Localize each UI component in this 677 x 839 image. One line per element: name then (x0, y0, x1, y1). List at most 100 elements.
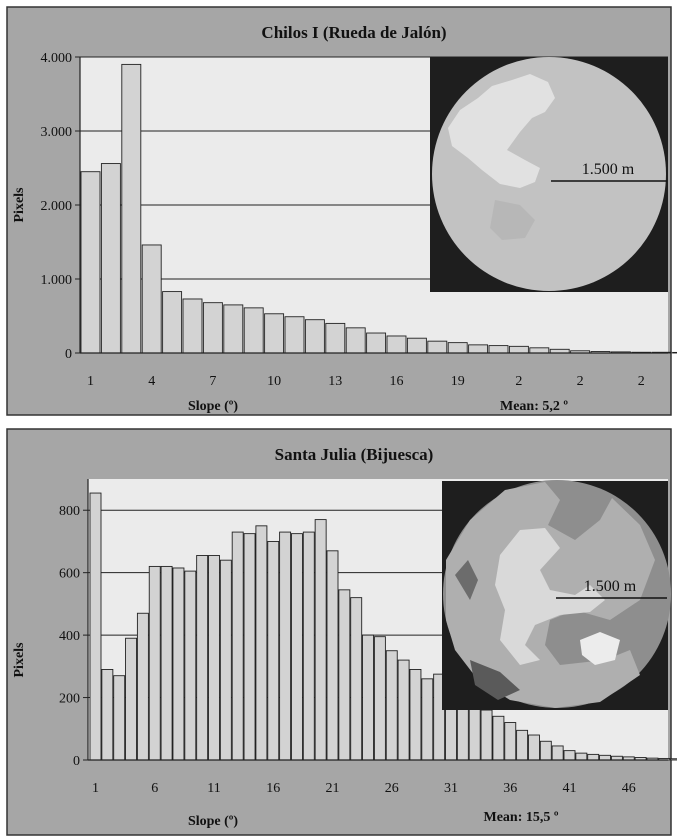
bar (267, 540, 280, 761)
bar (172, 567, 185, 761)
bar (409, 669, 422, 761)
bar (243, 533, 256, 761)
bar (101, 669, 114, 761)
y-tick-label: 4.000 (41, 51, 73, 66)
y-tick-label: 600 (59, 567, 80, 582)
bar (162, 291, 183, 354)
y-tick-label: 200 (59, 692, 80, 707)
bar (508, 345, 529, 354)
bar (304, 319, 325, 354)
bar (587, 753, 600, 761)
bar (302, 531, 315, 761)
bars (89, 492, 677, 761)
bar (243, 307, 264, 354)
bar (468, 344, 489, 354)
x-tick-label: 2 (577, 374, 584, 389)
bar (113, 675, 126, 761)
bar (121, 63, 142, 354)
bar (362, 634, 374, 761)
bar (492, 715, 505, 761)
x-tick-label: 4 (148, 374, 155, 389)
bar (528, 734, 540, 761)
x-tick-label: 31 (444, 781, 458, 796)
bar (516, 729, 529, 761)
bar (672, 351, 677, 354)
inset-map: 1.500 m (430, 57, 668, 292)
bar (196, 555, 209, 761)
bar (599, 754, 611, 761)
map-terrain-light (448, 74, 555, 188)
y-tick-label: 2.000 (41, 199, 73, 214)
map-terrain-lightest (580, 632, 620, 665)
x-tick-label: 7 (209, 374, 216, 389)
scale-label: 1.500 m (584, 578, 637, 595)
y-tick-label: 3.000 (41, 125, 73, 140)
bar (208, 555, 220, 761)
bar (184, 570, 197, 761)
x-tick-label: 41 (563, 781, 577, 796)
mean-label: Mean: 15,5 º (484, 810, 559, 825)
map-terrain-light (495, 528, 605, 665)
bar (338, 589, 351, 761)
x-tick-labels: 1471013161922231 (87, 374, 645, 389)
bar (326, 550, 339, 761)
bar (255, 525, 268, 761)
map-terrain-dark (470, 660, 520, 700)
bar (223, 304, 244, 354)
x-axis-label: Slope (º) (188, 814, 238, 829)
x-tick-label: 10 (267, 374, 281, 389)
x-tick-label: 16 (266, 781, 280, 796)
y-tick-label: 0 (65, 347, 72, 362)
x-axis-label: Slope (º) (188, 399, 238, 414)
x-tick-label: 19 (451, 374, 465, 389)
chart-title: Santa Julia (Bijuesca) (275, 445, 434, 464)
y-axis-label: Pixels (12, 187, 27, 223)
bar (480, 709, 493, 761)
map-terrain-dark (455, 560, 478, 600)
mean-label: Mean: 5,2 º (500, 399, 568, 414)
bar (182, 298, 203, 354)
x-tick-label: 2 (515, 374, 522, 389)
bar (136, 612, 149, 761)
y-axis-label: Pixels (12, 642, 27, 678)
chart-chilos: Chilos I (Rueda de Jalón) 0 1.000 2.000 3.0… (6, 6, 677, 416)
bar (373, 636, 386, 761)
y-tick-labels: 0 1.000 2.000 3.000 4.000 (41, 51, 80, 362)
y-tick-label: 400 (59, 629, 80, 644)
bar (314, 519, 327, 761)
bar (291, 533, 303, 761)
y-tick-label: 800 (59, 504, 80, 519)
y-tick-label: 1.000 (41, 273, 73, 288)
x-tick-label: 16 (390, 374, 404, 389)
x-tick-label: 21 (326, 781, 340, 796)
x-tick-label: 6 (151, 781, 158, 796)
bar (231, 531, 244, 761)
bar (539, 740, 552, 761)
x-tick-label: 1 (92, 781, 99, 796)
bar (397, 659, 410, 761)
bar (350, 597, 363, 761)
x-tick-labels: 1 6 11 16 21 26 31 36 41 46 (92, 781, 636, 796)
x-tick-label: 1 (87, 374, 94, 389)
x-tick-label: 46 (622, 781, 636, 796)
y-tick-labels: 0 200 400 600 800 (59, 504, 88, 769)
bar (279, 531, 292, 761)
bar (89, 492, 102, 761)
inset-map: 1.500 m (442, 480, 671, 710)
bar (264, 313, 285, 354)
bar (427, 340, 448, 354)
bar (551, 745, 564, 761)
bar (345, 327, 366, 354)
bar (670, 758, 677, 761)
bar (160, 565, 173, 761)
bar (80, 171, 101, 354)
y-tick-label: 0 (73, 754, 80, 769)
bar (125, 637, 138, 761)
bar (366, 332, 387, 354)
x-tick-label: 2 (638, 374, 645, 389)
bar (488, 345, 509, 354)
bars (80, 63, 677, 354)
bar (504, 722, 517, 761)
